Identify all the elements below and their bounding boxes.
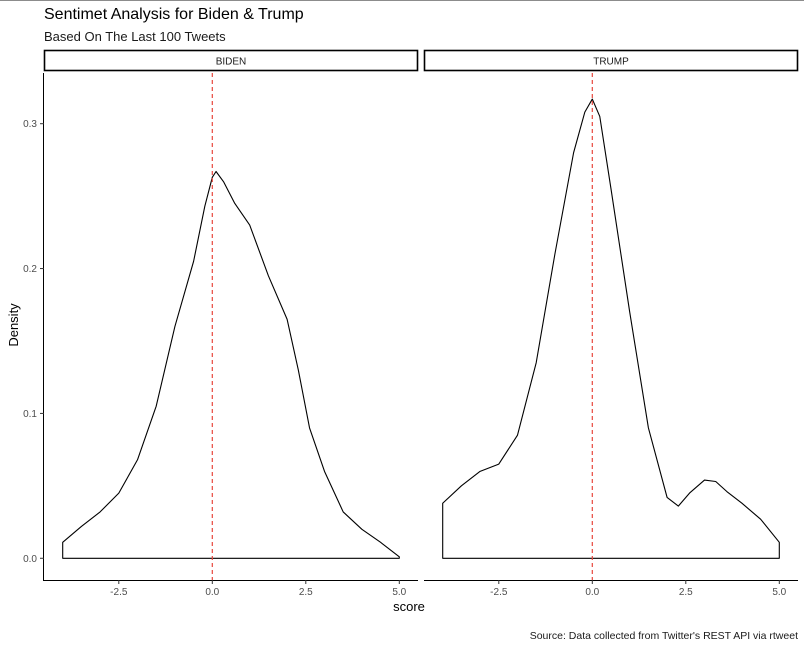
y-tick-label: 0.2	[23, 264, 37, 275]
facet-strip-trump	[423, 49, 799, 72]
x-tick-label: 0.0	[585, 587, 599, 598]
density-curve-trump	[442, 98, 780, 559]
y-tick-label: 0.1	[23, 409, 37, 420]
x-tick-label: 5.0	[772, 587, 786, 598]
y-axis: 0.0 0.1 0.2 0.3	[23, 73, 44, 581]
x-tick-label: -2.5	[490, 587, 508, 598]
facet-strip-label-trump: TRUMP	[593, 57, 629, 68]
chart-caption: Source: Data collected from Twitter's RE…	[529, 630, 798, 642]
x-tick-label: -2.5	[110, 587, 128, 598]
x-tick-label: 2.5	[299, 587, 313, 598]
x-axis-title: score	[393, 599, 425, 614]
y-axis-title: Density	[6, 303, 21, 347]
x-tick-label: 5.0	[392, 587, 406, 598]
y-tick-label: 0.0	[23, 554, 37, 565]
facet-panel-biden: BIDEN -2.5 0.0 2.5 5.0	[43, 49, 419, 598]
x-tick-label: 2.5	[679, 587, 693, 598]
facet-strip-biden	[43, 49, 419, 72]
chart-subtitle: Based On The Last 100 Tweets	[44, 29, 226, 44]
x-tick-label: 0.0	[205, 587, 219, 598]
y-tick-label: 0.3	[23, 119, 37, 130]
density-curve-biden	[62, 170, 400, 559]
facet-strip-label-biden: BIDEN	[216, 57, 247, 68]
facet-panel-trump: TRUMP -2.5 0.0 2.5 5.0	[423, 49, 799, 598]
chart-title: Sentimet Analysis for Biden & Trump	[44, 6, 304, 23]
top-divider	[0, 0, 804, 1]
